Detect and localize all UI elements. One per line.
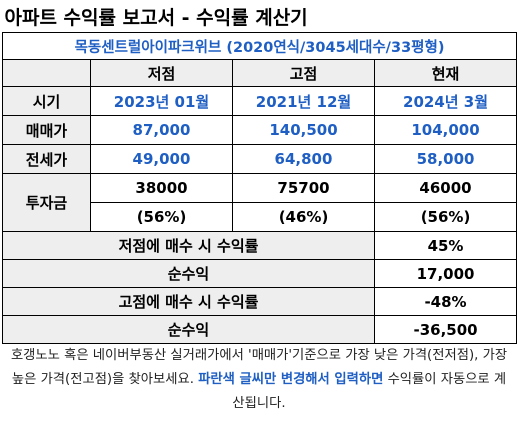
low-buy-profit-value[interactable]: 17,000 bbox=[373, 259, 518, 288]
row-label-jeonse-price[interactable]: 전세가 bbox=[2, 144, 91, 174]
jeonse-low-cell[interactable]: 49,000 bbox=[90, 144, 233, 174]
investment-ratio-current-cell[interactable]: (56%) bbox=[373, 202, 518, 232]
low-buy-profit-label[interactable]: 순수익 bbox=[2, 259, 375, 288]
apartment-info-cell[interactable]: 목동센트럴아이파크위브 (2020연식/3045세대수/33평형) bbox=[1, 32, 518, 60]
row-label-investment[interactable]: 투자금 bbox=[2, 173, 91, 232]
period-current-cell[interactable]: 2024년 3월 bbox=[373, 86, 518, 116]
high-buy-return-label[interactable]: 고점에 매수 시 수익률 bbox=[2, 287, 375, 316]
low-buy-return-value[interactable]: 45% bbox=[373, 231, 518, 260]
col-header-low[interactable]: 저점 bbox=[90, 59, 233, 87]
instruction-text: 호갱노노 혹은 네이버부동산 실거래가에서 '매매가'기준으로 가장 낮은 가격… bbox=[10, 348, 508, 387]
period-high-cell[interactable]: 2021년 12월 bbox=[232, 86, 375, 116]
sale-price-high-cell[interactable]: 140,500 bbox=[232, 115, 375, 145]
high-buy-profit-label[interactable]: 순수익 bbox=[2, 315, 375, 344]
sale-price-low-cell[interactable]: 87,000 bbox=[90, 115, 233, 145]
col-header-current[interactable]: 현재 bbox=[373, 59, 518, 87]
investment-current-cell[interactable]: 46000 bbox=[373, 173, 518, 203]
investment-ratio-high-cell[interactable]: (46%) bbox=[232, 202, 375, 232]
roi-calculator-table: 아파트 수익률 보고서 - 수익률 계산기 목동센트럴아이파크위브 (2020연… bbox=[1, 0, 518, 344]
high-buy-return-value[interactable]: -48% bbox=[373, 287, 518, 316]
row-label-sale-price[interactable]: 매매가 bbox=[2, 115, 91, 145]
jeonse-current-cell[interactable]: 58,000 bbox=[373, 144, 518, 174]
high-buy-profit-value[interactable]: -36,500 bbox=[373, 315, 518, 344]
row-label-period[interactable]: 시기 bbox=[2, 86, 91, 116]
investment-high-cell[interactable]: 75700 bbox=[232, 173, 375, 203]
low-buy-return-label[interactable]: 저점에 매수 시 수익률 bbox=[2, 231, 375, 260]
sale-price-current-cell[interactable]: 104,000 bbox=[373, 115, 518, 145]
jeonse-high-cell[interactable]: 64,800 bbox=[232, 144, 375, 174]
instruction-highlight: 파란색 글씨만 변경해서 입력하면 bbox=[198, 372, 384, 387]
report-title: 아파트 수익률 보고서 - 수익률 계산기 bbox=[2, 0, 517, 33]
investment-ratio-low-cell[interactable]: (56%) bbox=[90, 202, 233, 232]
instruction-text-end: 수익률이 자동으로 계산됩니다. bbox=[232, 372, 507, 411]
investment-low-cell[interactable]: 38000 bbox=[90, 173, 233, 203]
corner-cell[interactable] bbox=[2, 59, 91, 87]
instruction-note: 호갱노노 혹은 네이버부동산 실거래가에서 '매매가'기준으로 가장 낮은 가격… bbox=[6, 344, 512, 416]
col-header-high[interactable]: 고점 bbox=[232, 59, 375, 87]
period-low-cell[interactable]: 2023년 01월 bbox=[90, 86, 233, 116]
